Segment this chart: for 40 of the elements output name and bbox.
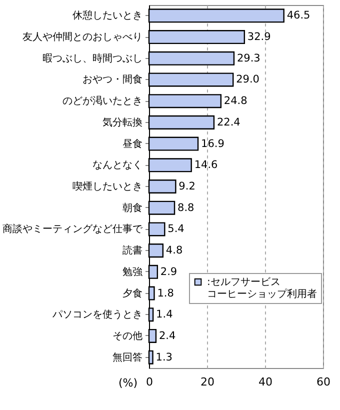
- text: 46.5: [286, 10, 310, 22]
- y-tick-label: 昼食: [122, 138, 142, 150]
- x-tick-label: 60: [316, 376, 330, 388]
- x-tick-label: 0: [146, 376, 153, 388]
- y-tick-label: 友人や仲間とのおしゃべり: [22, 32, 142, 44]
- text: 2.9: [160, 266, 178, 278]
- text: 1.4: [156, 308, 173, 321]
- y-tick-label: 朝食: [122, 202, 142, 214]
- text: 16.9: [201, 138, 224, 150]
- y-tick-label: 無回答: [112, 351, 142, 364]
- y-tick-label: 勉強: [122, 266, 142, 278]
- text: 2.4: [158, 330, 176, 342]
- y-tick-label: のどが渇いたとき: [62, 95, 142, 108]
- text: 8.8: [178, 202, 194, 214]
- y-tick-label: その他: [112, 330, 142, 342]
- legend-label: :セルフサービスコーヒーショップ利用者: [207, 277, 317, 300]
- text: 22.4: [216, 116, 240, 128]
- text: 9.2: [178, 180, 196, 192]
- text: 1.8: [157, 287, 174, 300]
- text: 24.8: [224, 95, 248, 108]
- text: 14.6: [194, 159, 218, 172]
- y-tick-label: パソコンを使うとき: [52, 310, 142, 321]
- y-tick-label: 気分転換: [102, 116, 142, 128]
- y-tick-label: 読書: [122, 244, 142, 257]
- text: 29.0: [236, 74, 260, 86]
- x-axis-title: (%): [118, 376, 138, 390]
- text: 32.9: [247, 31, 271, 44]
- y-tick-label: 商談やミーティングなど仕事で: [2, 223, 144, 236]
- y-tick-label: 休憩したいとき: [72, 10, 142, 22]
- y-tick-label: 喫煙したいとき: [72, 180, 142, 192]
- x-tick-label: 20: [200, 376, 214, 388]
- text: 1.3: [156, 351, 172, 364]
- y-tick-label: なんとなく: [92, 160, 142, 172]
- text: 4.8: [166, 244, 183, 257]
- text: 5.4: [168, 223, 184, 236]
- y-tick-label: 夕食: [122, 287, 142, 300]
- x-tick-label: 40: [258, 376, 272, 388]
- y-tick-label: おやつ・間食: [82, 74, 142, 86]
- y-tick-label: 暇つぶし、時間つぶし: [42, 52, 142, 64]
- text: 29.3: [236, 52, 260, 64]
